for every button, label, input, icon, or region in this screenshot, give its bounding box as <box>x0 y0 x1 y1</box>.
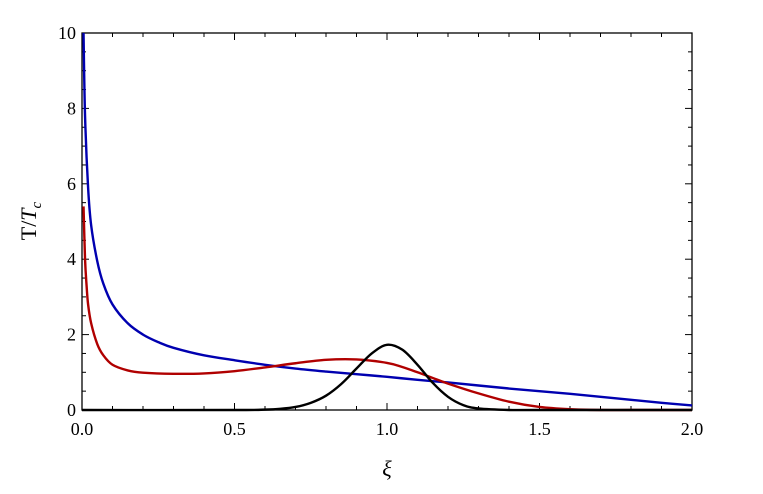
y-axis-label: T/Tc <box>16 201 45 240</box>
x-tick-label: 0.5 <box>223 419 246 439</box>
y-tick-label: 10 <box>58 23 76 43</box>
y-tick-labels: 0 2 4 6 8 10 <box>58 23 76 420</box>
series-line-blue <box>82 32 693 407</box>
y-tick-label: 8 <box>67 98 76 118</box>
y-tick-label: 6 <box>67 174 76 194</box>
y-axis-label-sub-base: T <box>16 207 41 221</box>
tick-marks <box>81 32 693 411</box>
x-tick-label: 2.0 <box>681 419 704 439</box>
x-tick-labels: 0.0 0.5 1.0 1.5 2.0 <box>71 419 704 439</box>
y-axis-label-sub: c <box>29 201 45 208</box>
y-tick-label: 0 <box>67 400 76 420</box>
x-tick-label: 0.0 <box>71 419 94 439</box>
plot-frame <box>81 32 693 411</box>
series-line-red <box>82 206 692 412</box>
y-tick-label: 4 <box>67 249 76 269</box>
series-group <box>81 32 693 412</box>
series-line-black <box>81 343 692 412</box>
y-axis-label-main: T/ <box>16 220 41 240</box>
x-tick-label: 1.0 <box>376 419 399 439</box>
x-tick-label: 1.5 <box>528 419 551 439</box>
x-axis-label: ξ <box>382 456 392 481</box>
y-tick-label: 2 <box>67 325 76 345</box>
